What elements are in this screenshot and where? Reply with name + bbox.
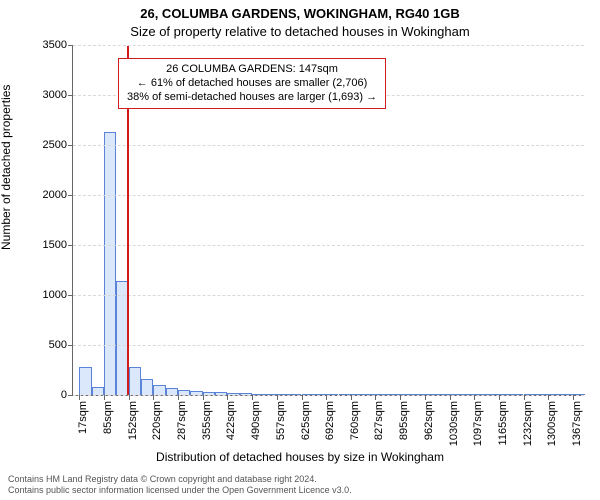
y-gridline <box>73 145 584 146</box>
x-tickmark <box>302 395 303 400</box>
footer-line1: Contains HM Land Registry data © Crown c… <box>8 474 352 485</box>
x-tickmark <box>252 395 253 400</box>
x-tickmark <box>203 395 204 400</box>
x-tick-label: 220sqm <box>151 401 163 440</box>
y-tick-label: 2500 <box>43 139 73 151</box>
y-tick-label: 500 <box>49 339 73 351</box>
x-tick-label: 1232sqm <box>522 401 534 446</box>
y-gridline <box>73 245 584 246</box>
y-gridline <box>73 395 584 396</box>
x-tickmark <box>326 395 327 400</box>
histogram-bar <box>92 387 104 395</box>
y-tick-label: 3500 <box>43 39 73 51</box>
x-tickmark <box>153 395 154 400</box>
y-tick-label: 0 <box>61 389 73 401</box>
x-tick-label: 760sqm <box>349 401 361 440</box>
x-tick-label: 152sqm <box>127 401 139 440</box>
x-tickmark <box>375 395 376 400</box>
x-tick-label: 490sqm <box>250 401 262 440</box>
y-gridline <box>73 345 584 346</box>
annotation-line: ← 61% of detached houses are smaller (2,… <box>127 77 377 91</box>
histogram-bar <box>79 367 91 395</box>
x-tick-label: 17sqm <box>77 401 89 434</box>
annotation-box: 26 COLUMBA GARDENS: 147sqm← 61% of detac… <box>118 58 386 109</box>
x-tickmark <box>474 395 475 400</box>
x-tick-label: 625sqm <box>300 401 312 440</box>
x-tickmark <box>104 395 105 400</box>
x-tickmark <box>425 395 426 400</box>
x-tick-label: 1300sqm <box>546 401 558 446</box>
histogram-bar <box>141 379 153 395</box>
x-tickmark <box>450 395 451 400</box>
x-tick-label: 827sqm <box>373 401 385 440</box>
y-gridline <box>73 45 584 46</box>
x-tickmark <box>79 395 80 400</box>
x-tickmark <box>351 395 352 400</box>
x-tickmark <box>573 395 574 400</box>
x-tickmark <box>227 395 228 400</box>
footer-attribution: Contains HM Land Registry data © Crown c… <box>8 474 352 496</box>
footer-line2: Contains public sector information licen… <box>8 485 352 496</box>
x-tick-label: 962sqm <box>423 401 435 440</box>
x-tick-label: 1165sqm <box>497 401 509 445</box>
chart-title-line1: 26, COLUMBA GARDENS, WOKINGHAM, RG40 1GB <box>0 6 600 21</box>
x-tickmark <box>499 395 500 400</box>
y-gridline <box>73 295 584 296</box>
x-tick-label: 895sqm <box>398 401 410 440</box>
histogram-bar <box>166 388 178 395</box>
histogram-bar <box>129 367 141 395</box>
x-tick-label: 1367sqm <box>571 401 583 446</box>
histogram-bar <box>104 132 116 395</box>
x-tick-label: 1097sqm <box>472 401 484 446</box>
y-axis-label: Number of detached properties <box>0 85 13 250</box>
x-tick-label: 1030sqm <box>448 401 460 446</box>
x-axis-label: Distribution of detached houses by size … <box>0 450 600 464</box>
x-tick-label: 85sqm <box>102 401 114 434</box>
chart-title-line2: Size of property relative to detached ho… <box>0 24 600 39</box>
x-tick-label: 287sqm <box>176 401 188 440</box>
x-tickmark <box>548 395 549 400</box>
y-tick-label: 3000 <box>43 89 73 101</box>
chart-container: 26, COLUMBA GARDENS, WOKINGHAM, RG40 1GB… <box>0 0 600 500</box>
x-tick-label: 355sqm <box>201 401 213 440</box>
histogram-bar <box>153 385 165 395</box>
annotation-line: 26 COLUMBA GARDENS: 147sqm <box>127 63 377 77</box>
x-tickmark <box>277 395 278 400</box>
x-tick-label: 692sqm <box>324 401 336 440</box>
x-tick-label: 422sqm <box>225 401 237 440</box>
annotation-line: 38% of semi-detached houses are larger (… <box>127 91 377 105</box>
x-tick-label: 557sqm <box>275 401 287 440</box>
y-tick-label: 1000 <box>43 289 73 301</box>
plot-area: 050010001500200025003000350017sqm85sqm15… <box>72 46 584 396</box>
y-tick-label: 2000 <box>43 189 73 201</box>
x-tickmark <box>400 395 401 400</box>
y-tick-label: 1500 <box>43 239 73 251</box>
x-tickmark <box>178 395 179 400</box>
x-tickmark <box>129 395 130 400</box>
y-gridline <box>73 195 584 196</box>
x-tickmark <box>524 395 525 400</box>
